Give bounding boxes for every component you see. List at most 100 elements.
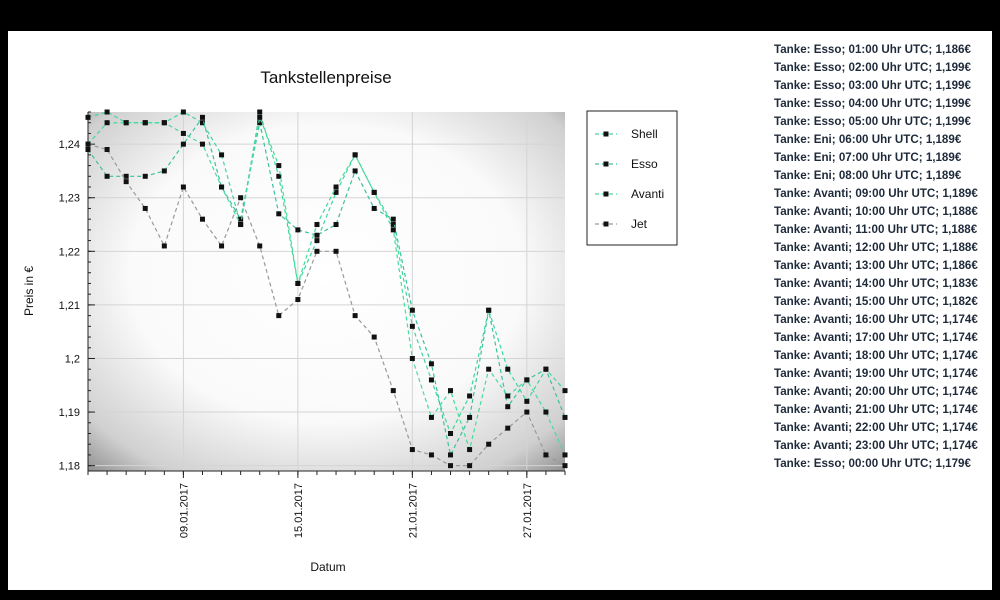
data-point-esso — [409, 307, 415, 313]
data-point-jet — [180, 184, 186, 190]
y-tick-label: 1,2 — [65, 353, 80, 365]
y-tick-label: 1,24 — [59, 139, 80, 151]
log-entry: Tanke: Avanti; 17:00 Uhr UTC; 1,174€ — [774, 331, 978, 344]
data-point-avanti — [199, 141, 205, 147]
data-point-esso — [467, 414, 473, 420]
legend-marker-esso — [603, 161, 609, 167]
data-point-jet — [448, 463, 454, 469]
data-point-jet — [199, 216, 205, 222]
legend-marker-shell — [603, 131, 609, 137]
data-point-jet — [524, 409, 530, 415]
plot-area — [88, 112, 565, 471]
log-entry: Tanke: Avanti; 19:00 Uhr UTC; 1,174€ — [774, 367, 978, 380]
data-point-esso — [180, 141, 186, 147]
x-axis-label: Datum — [310, 560, 346, 574]
data-point-avanti — [409, 355, 415, 361]
legend-label-jet: Jet — [631, 217, 648, 231]
legend-label-shell: Shell — [631, 127, 658, 141]
log-entry: Tanke: Avanti; 11:00 Uhr UTC; 1,188€ — [774, 223, 978, 236]
series-line-shell — [87, 111, 566, 436]
legend-marker-avanti — [603, 191, 609, 197]
series-layer — [85, 109, 568, 469]
log-entry: Tanke: Avanti; 15:00 Uhr UTC; 1,182€ — [774, 295, 978, 308]
log-entry: Tanke: Esso; 04:00 Uhr UTC; 1,199€ — [774, 97, 971, 110]
data-point-jet — [123, 179, 129, 185]
data-point-jet — [238, 195, 244, 201]
data-point-jet — [486, 441, 492, 447]
app-window: Tankstellenpreise 1,18 1,19 1,2 1,21 1,22 1,2… — [8, 31, 992, 590]
log-entry: Tanke: Avanti; 20:00 Uhr UTC; 1,174€ — [774, 385, 978, 398]
data-point-avanti — [448, 388, 454, 394]
data-point-jet — [161, 243, 167, 249]
data-point-shell — [505, 366, 511, 372]
data-point-jet — [390, 388, 396, 394]
data-point-avanti — [390, 227, 396, 233]
data-point-jet — [104, 147, 110, 153]
data-point-shell — [409, 323, 415, 329]
log-entry: Tanke: Eni; 07:00 Uhr UTC; 1,189€ — [774, 151, 962, 164]
x-tick-label: 21.01.2017 — [407, 483, 419, 538]
legend: Shell Esso Avanti Jet — [586, 110, 678, 246]
data-point-jet — [142, 205, 148, 211]
data-point-esso — [543, 366, 549, 372]
y-tick-label: 1,19 — [59, 407, 80, 419]
log-entry: Tanke: Avanti; 09:00 Uhr UTC; 1,189€ — [774, 187, 978, 200]
data-point-avanti — [562, 452, 568, 458]
log-entry: Tanke: Eni; 06:00 Uhr UTC; 1,189€ — [774, 133, 962, 146]
axes: 1,18 1,19 1,2 1,21 1,22 1,23 1,24 09.01.2017 15.… — [59, 111, 566, 538]
log-entry: Tanke: Esso; 02:00 Uhr UTC; 1,199€ — [774, 61, 971, 74]
data-point-esso — [333, 222, 339, 228]
log-entry: Tanke: Avanti; 13:00 Uhr UTC; 1,186€ — [774, 259, 978, 272]
data-point-shell — [104, 109, 110, 115]
data-point-avanti — [295, 280, 301, 286]
y-tick-label: 1,21 — [59, 300, 80, 312]
y-tick-label: 1,23 — [59, 193, 80, 205]
data-point-esso — [257, 120, 263, 126]
data-point-esso — [371, 205, 377, 211]
data-point-esso — [390, 216, 396, 222]
data-point-esso — [428, 361, 434, 367]
y-axis-label: Preis in € — [22, 265, 36, 317]
data-point-esso — [486, 307, 492, 313]
data-point-jet — [409, 447, 415, 453]
data-point-shell — [467, 393, 473, 399]
series-line-jet — [87, 143, 566, 467]
legend-label-avanti: Avanti — [631, 187, 664, 201]
data-point-jet — [295, 297, 301, 303]
x-tick-label: 27.01.2017 — [522, 483, 534, 538]
data-point-shell — [390, 222, 396, 228]
data-point-jet — [371, 334, 377, 340]
log-entry: Tanke: Avanti; 12:00 Uhr UTC; 1,188€ — [774, 241, 978, 254]
data-point-esso — [161, 168, 167, 174]
data-point-avanti — [505, 393, 511, 399]
data-point-avanti — [314, 222, 320, 228]
data-point-shell — [85, 114, 91, 120]
chart-title: Tankstellenpreise — [260, 68, 392, 87]
data-point-jet — [219, 243, 225, 249]
data-point-jet — [333, 248, 339, 254]
data-point-esso — [85, 147, 91, 153]
grid-lines — [88, 112, 565, 471]
data-point-shell — [257, 109, 263, 115]
data-point-avanti — [352, 152, 358, 158]
data-point-avanti — [371, 189, 377, 195]
x-tick-label: 15.01.2017 — [293, 483, 305, 538]
log-entry: Tanke: Avanti; 21:00 Uhr UTC; 1,174€ — [774, 403, 978, 416]
data-point-esso — [562, 414, 568, 420]
price-log-list: Tanke: Esso; 01:00 Uhr UTC; 1,186€ Tanke:… — [774, 41, 992, 473]
data-point-shell — [333, 189, 339, 195]
data-point-jet — [276, 313, 282, 319]
data-point-jet — [543, 452, 549, 458]
data-point-avanti — [219, 184, 225, 190]
data-point-esso — [238, 216, 244, 222]
log-entry: Tanke: Avanti; 16:00 Uhr UTC; 1,174€ — [774, 313, 978, 326]
chart-canvas: 1,18 1,19 1,2 1,21 1,22 1,23 1,24 09.01.2017 15.… — [59, 109, 678, 538]
log-entry: Tanke: Avanti; 22:00 Uhr UTC; 1,174€ — [774, 421, 978, 434]
data-point-shell — [276, 173, 282, 179]
data-point-esso — [199, 114, 205, 120]
log-entry: Tanke: Esso; 00:00 Uhr UTC; 1,179€ — [774, 457, 971, 470]
data-point-avanti — [543, 409, 549, 415]
y-tick-label: 1,18 — [59, 461, 80, 473]
log-entry: Tanke: Avanti; 10:00 Uhr UTC; 1,188€ — [774, 205, 978, 218]
data-point-jet — [562, 463, 568, 469]
